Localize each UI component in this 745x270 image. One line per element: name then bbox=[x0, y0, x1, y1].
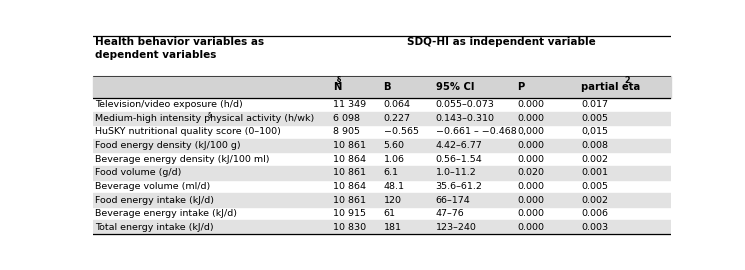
Text: 10 861: 10 861 bbox=[333, 168, 366, 177]
Text: 11 349: 11 349 bbox=[333, 100, 366, 109]
Text: 0.008: 0.008 bbox=[581, 141, 608, 150]
Text: 10 864: 10 864 bbox=[333, 182, 366, 191]
Text: 0.017: 0.017 bbox=[581, 100, 608, 109]
Text: 0.006: 0.006 bbox=[581, 209, 608, 218]
Text: 0.064: 0.064 bbox=[384, 100, 410, 109]
Text: 0.000: 0.000 bbox=[518, 155, 545, 164]
Text: 0.002: 0.002 bbox=[581, 155, 608, 164]
Text: 10 861: 10 861 bbox=[333, 141, 366, 150]
Text: §: § bbox=[337, 76, 340, 85]
Text: 0.003: 0.003 bbox=[581, 223, 608, 232]
Text: 0.000: 0.000 bbox=[518, 100, 545, 109]
Text: −0.565: −0.565 bbox=[384, 127, 419, 136]
Text: Beverage energy density (kJ/100 ml): Beverage energy density (kJ/100 ml) bbox=[95, 155, 270, 164]
Text: 0.000: 0.000 bbox=[518, 223, 545, 232]
Bar bbox=[93, 220, 670, 234]
Text: HuSKY nutritional quality score (0–100): HuSKY nutritional quality score (0–100) bbox=[95, 127, 281, 136]
Text: 0,015: 0,015 bbox=[581, 127, 608, 136]
Text: −0.661 – −0.468: −0.661 – −0.468 bbox=[436, 127, 516, 136]
Text: 8 905: 8 905 bbox=[333, 127, 360, 136]
Bar bbox=[93, 76, 670, 98]
Text: Food energy intake (kJ/d): Food energy intake (kJ/d) bbox=[95, 195, 214, 204]
Text: Total energy intake (kJ/d): Total energy intake (kJ/d) bbox=[95, 223, 214, 232]
Text: 0.001: 0.001 bbox=[581, 168, 608, 177]
Text: 0.000: 0.000 bbox=[518, 141, 545, 150]
Text: partial eta: partial eta bbox=[581, 82, 640, 92]
Text: 6 098: 6 098 bbox=[333, 114, 360, 123]
Text: 66–174: 66–174 bbox=[436, 195, 470, 204]
Text: 10 864: 10 864 bbox=[333, 155, 366, 164]
Text: Food volume (g/d): Food volume (g/d) bbox=[95, 168, 181, 177]
Text: 181: 181 bbox=[384, 223, 402, 232]
Text: P: P bbox=[518, 82, 524, 92]
Text: 6.1: 6.1 bbox=[384, 168, 399, 177]
Bar bbox=[93, 112, 670, 125]
Bar bbox=[93, 139, 670, 152]
Text: B: B bbox=[384, 82, 391, 92]
Text: 47–76: 47–76 bbox=[436, 209, 464, 218]
Text: 0.020: 0.020 bbox=[518, 168, 545, 177]
Text: 0.000: 0.000 bbox=[518, 195, 545, 204]
Text: 10 830: 10 830 bbox=[333, 223, 366, 232]
Text: Beverage energy intake (kJ/d): Beverage energy intake (kJ/d) bbox=[95, 209, 237, 218]
Text: 0.005: 0.005 bbox=[581, 182, 608, 191]
Text: N: N bbox=[333, 82, 341, 92]
Text: 2: 2 bbox=[624, 76, 630, 85]
Text: 0.000: 0.000 bbox=[518, 209, 545, 218]
Text: Medium-high intensity physical activity (h/wk): Medium-high intensity physical activity … bbox=[95, 114, 314, 123]
Text: 0.000: 0.000 bbox=[518, 114, 545, 123]
Text: 48.1: 48.1 bbox=[384, 182, 405, 191]
Text: 95% CI: 95% CI bbox=[436, 82, 474, 92]
Text: Beverage volume (ml/d): Beverage volume (ml/d) bbox=[95, 182, 210, 191]
Text: 0,000: 0,000 bbox=[518, 127, 545, 136]
Text: 0.002: 0.002 bbox=[581, 195, 608, 204]
Text: 123–240: 123–240 bbox=[436, 223, 476, 232]
Text: 120: 120 bbox=[384, 195, 402, 204]
Text: Food energy density (kJ/100 g): Food energy density (kJ/100 g) bbox=[95, 141, 241, 150]
Text: §: § bbox=[208, 112, 212, 117]
Text: 1.06: 1.06 bbox=[384, 155, 405, 164]
Text: Health behavior variables as
dependent variables: Health behavior variables as dependent v… bbox=[95, 37, 264, 60]
Text: 0.055–0.073: 0.055–0.073 bbox=[436, 100, 495, 109]
Text: 35.6–61.2: 35.6–61.2 bbox=[436, 182, 482, 191]
Text: 10 861: 10 861 bbox=[333, 195, 366, 204]
Text: 0.56–1.54: 0.56–1.54 bbox=[436, 155, 482, 164]
Text: 61: 61 bbox=[384, 209, 396, 218]
Text: 0.000: 0.000 bbox=[518, 182, 545, 191]
Text: Television/video exposure (h/d): Television/video exposure (h/d) bbox=[95, 100, 243, 109]
Text: 0.227: 0.227 bbox=[384, 114, 410, 123]
Text: 0.143–0.310: 0.143–0.310 bbox=[436, 114, 495, 123]
Text: 0.005: 0.005 bbox=[581, 114, 608, 123]
Text: SDQ-HI as independent variable: SDQ-HI as independent variable bbox=[408, 37, 596, 47]
Bar bbox=[93, 193, 670, 207]
Text: 10 915: 10 915 bbox=[333, 209, 366, 218]
Text: 4.42–6.77: 4.42–6.77 bbox=[436, 141, 482, 150]
Text: 5.60: 5.60 bbox=[384, 141, 405, 150]
Text: 1.0–11.2: 1.0–11.2 bbox=[436, 168, 476, 177]
Bar bbox=[93, 166, 670, 180]
